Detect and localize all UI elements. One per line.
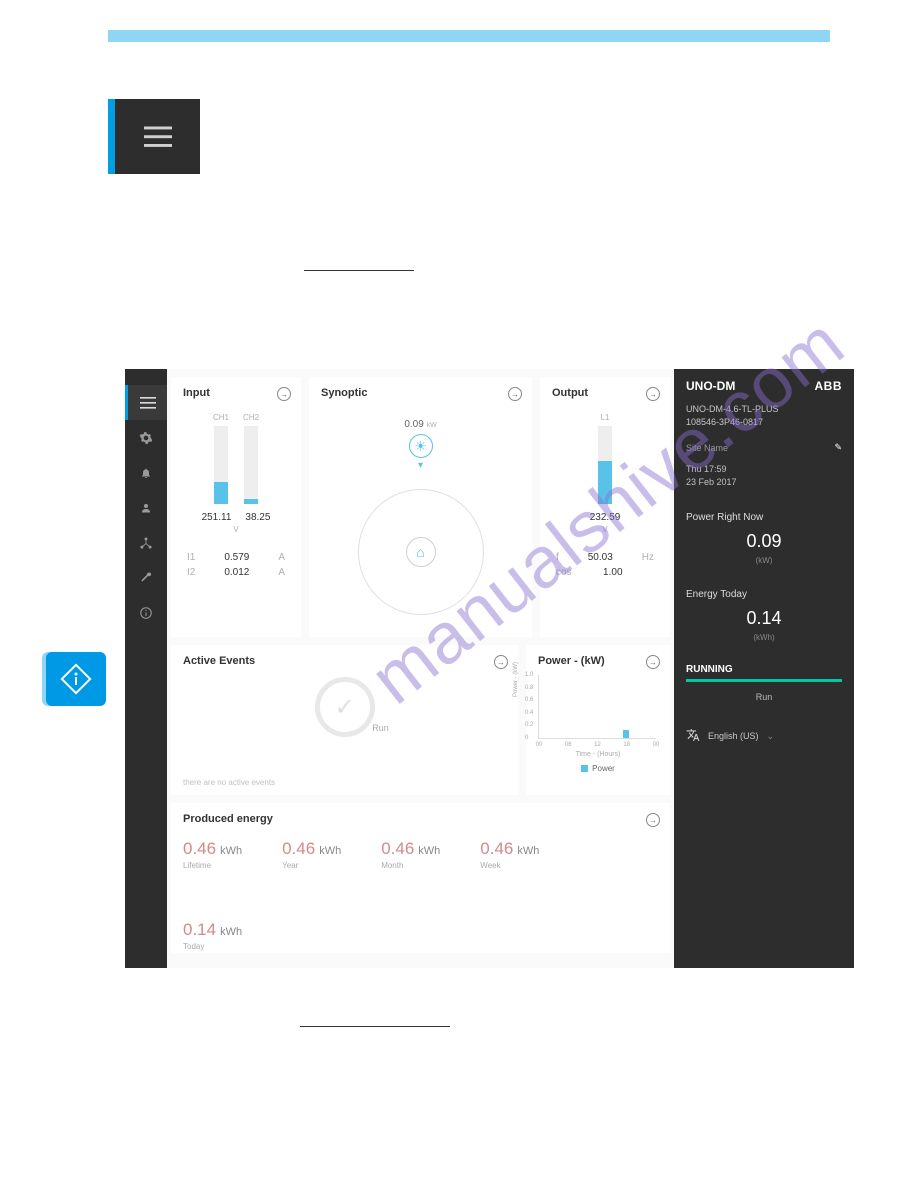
user-icon bbox=[140, 501, 152, 515]
info-icon bbox=[139, 606, 153, 620]
produced-card: Produced energy → 0.46kWhLifetime 0.46kWh… bbox=[171, 803, 670, 953]
power-now-label: Power Right Now bbox=[686, 512, 842, 523]
output-card: Output → L1 232.59 V f50.03Hzcos1.00 bbox=[540, 377, 670, 637]
input-ch2-voltage: 38.25 bbox=[245, 512, 270, 523]
sitename-label: Site Name bbox=[686, 443, 728, 453]
menu-icon bbox=[140, 397, 156, 409]
info-badge[interactable] bbox=[46, 652, 106, 706]
power-expand-button[interactable]: → bbox=[646, 655, 660, 669]
date-text: 23 Feb 2017 bbox=[686, 476, 842, 489]
check-circle-icon: ✓ bbox=[315, 677, 375, 737]
network-icon bbox=[139, 536, 153, 550]
nav-menu-toggle[interactable] bbox=[125, 385, 167, 420]
time-text: Thu 17:59 bbox=[686, 463, 842, 476]
nav-info[interactable] bbox=[125, 595, 167, 630]
produced-item: 0.46kWhMonth bbox=[381, 839, 440, 870]
output-row: f50.03Hz bbox=[552, 550, 658, 565]
synoptic-title: Synoptic bbox=[321, 387, 520, 399]
nav-user[interactable] bbox=[125, 490, 167, 525]
power-xlabel: Time - (Hours) bbox=[538, 751, 658, 758]
language-current: English (US) bbox=[708, 731, 759, 741]
nav-settings[interactable] bbox=[125, 420, 167, 455]
events-title: Active Events bbox=[183, 655, 506, 667]
power-now-unit: (kW) bbox=[686, 556, 842, 565]
events-expand-button[interactable]: → bbox=[494, 655, 508, 669]
input-ch2-label: CH2 bbox=[243, 413, 259, 422]
input-row: I20.012A bbox=[183, 565, 289, 580]
synoptic-power-value: 0.09 bbox=[404, 419, 423, 430]
nav-rail bbox=[125, 369, 167, 968]
status-value: Run bbox=[686, 692, 842, 702]
input-voltage-unit: V bbox=[183, 525, 289, 534]
legend-swatch bbox=[581, 765, 588, 772]
input-row: I10.579A bbox=[183, 550, 289, 565]
divider-top bbox=[304, 270, 414, 271]
output-l1-label: L1 bbox=[601, 413, 610, 422]
edit-sitename-button[interactable]: ✎ bbox=[834, 442, 842, 453]
translate-icon bbox=[686, 728, 700, 744]
produced-title: Produced energy bbox=[183, 813, 658, 825]
model-line2: 108546-3P46-0817 bbox=[686, 416, 842, 429]
product-name: UNO-DM bbox=[686, 379, 735, 393]
output-l1-bar bbox=[598, 461, 612, 504]
produced-expand-button[interactable]: → bbox=[646, 813, 660, 827]
produced-item: 0.14kWhToday bbox=[183, 920, 658, 951]
power-chart: Power - (kW) 00.20.40.60.81.00006121800 bbox=[538, 675, 656, 739]
output-title: Output bbox=[552, 387, 658, 399]
wrench-icon bbox=[139, 571, 153, 585]
input-ch2-bar bbox=[244, 499, 258, 504]
nav-alerts[interactable] bbox=[125, 455, 167, 490]
main-content: Input → CH1 CH2 251.11 38.25 V bbox=[167, 369, 674, 968]
power-card: Power - (kW) → Power - (kW) 00.20.40.60.… bbox=[526, 645, 670, 795]
dashboard: Input → CH1 CH2 251.11 38.25 V bbox=[125, 369, 854, 968]
diamond-info-icon bbox=[59, 662, 93, 696]
status-label: RUNNING bbox=[686, 664, 842, 675]
bell-icon bbox=[140, 466, 152, 480]
input-ch1-label: CH1 bbox=[213, 413, 229, 422]
model-line1: UNO-DM-4.6-TL-PLUS bbox=[686, 403, 842, 416]
legend-label: Power bbox=[592, 764, 615, 773]
power-title: Power - (kW) bbox=[538, 655, 658, 667]
synoptic-ring: ⌂ bbox=[358, 489, 484, 615]
language-selector[interactable]: English (US) ⌄ bbox=[686, 728, 842, 744]
house-icon: ⌂ bbox=[406, 537, 436, 567]
output-expand-button[interactable]: → bbox=[646, 387, 660, 401]
output-voltage-unit: V bbox=[552, 525, 658, 534]
input-card: Input → CH1 CH2 251.11 38.25 V bbox=[171, 377, 301, 637]
synoptic-power-unit: kW bbox=[427, 422, 437, 429]
sun-icon: ☀ bbox=[409, 434, 433, 458]
hamburger-button[interactable] bbox=[108, 99, 200, 174]
produced-item: 0.46kWhYear bbox=[282, 839, 341, 870]
synoptic-card: Synoptic → 0.09 kW ☀ ▾ ⌂ bbox=[309, 377, 532, 637]
chevron-down-icon: ⌄ bbox=[767, 731, 775, 742]
input-title: Input bbox=[183, 387, 289, 399]
output-row: cos1.00 bbox=[552, 565, 658, 580]
output-l1-voltage: 232.59 bbox=[590, 512, 621, 523]
gear-icon bbox=[139, 431, 153, 445]
info-sidebar: UNO-DM ABB UNO-DM-4.6-TL-PLUS 108546-3P4… bbox=[674, 369, 854, 968]
energy-today-label: Energy Today bbox=[686, 589, 842, 600]
synoptic-expand-button[interactable]: → bbox=[508, 387, 522, 401]
produced-item: 0.46kWhLifetime bbox=[183, 839, 242, 870]
energy-today-unit: (kWh) bbox=[686, 633, 842, 642]
status-bar bbox=[686, 679, 842, 682]
energy-today-value: 0.14 bbox=[686, 608, 842, 629]
hamburger-icon bbox=[144, 126, 172, 148]
power-ylabel: Power - (kW) bbox=[513, 662, 519, 697]
power-now-value: 0.09 bbox=[686, 531, 842, 552]
nav-network[interactable] bbox=[125, 525, 167, 560]
produced-item: 0.46kWhWeek bbox=[480, 839, 539, 870]
arrow-down-icon: ▾ bbox=[418, 460, 423, 471]
input-expand-button[interactable]: → bbox=[277, 387, 291, 401]
nav-tools[interactable] bbox=[125, 560, 167, 595]
events-none-text: there are no active events bbox=[183, 778, 275, 787]
brand-logo: ABB bbox=[815, 379, 843, 393]
input-ch1-voltage: 251.11 bbox=[202, 512, 232, 523]
top-accent-bar bbox=[108, 30, 830, 42]
events-run-label: Run bbox=[372, 723, 389, 733]
divider-bottom bbox=[300, 1026, 450, 1027]
input-ch1-bar bbox=[214, 482, 228, 504]
events-card: Active Events → ✓ Run there are no activ… bbox=[171, 645, 518, 795]
